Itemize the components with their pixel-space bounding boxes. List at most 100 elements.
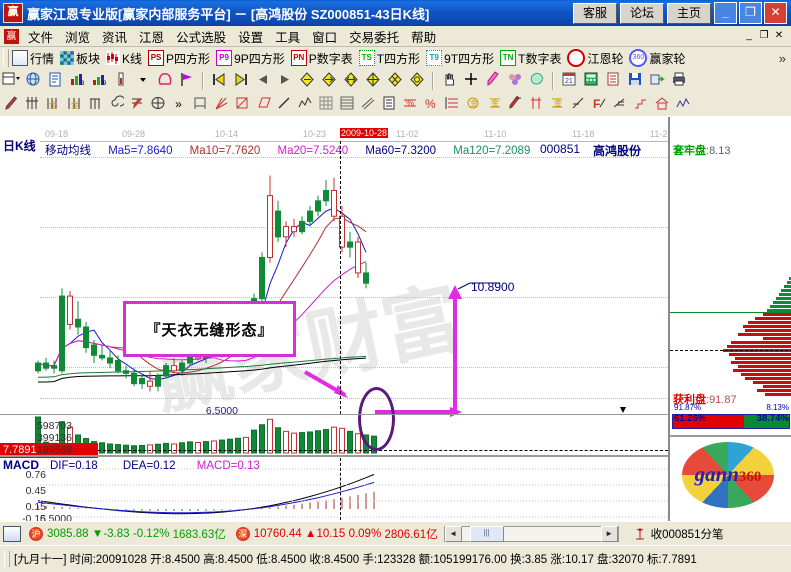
bar3-icon[interactable]: 3 — [67, 71, 87, 91]
notes-icon[interactable] — [603, 71, 623, 91]
level2-icon[interactable] — [610, 95, 629, 114]
marker-icon[interactable] — [505, 95, 524, 114]
maximize-icon[interactable]: ❐ — [739, 2, 762, 24]
square-icon[interactable] — [232, 95, 251, 114]
gold-circle-icon[interactable]: 金 — [463, 95, 482, 114]
menu-item-tools[interactable]: 工具 — [269, 26, 306, 47]
thermometer-icon[interactable] — [111, 71, 131, 91]
infobar-grip[interactable] — [4, 551, 10, 567]
dropdown-arrow-icon[interactable] — [133, 71, 153, 91]
fork-red-icon[interactable] — [526, 95, 545, 114]
minimize-icon[interactable]: _ — [714, 2, 737, 24]
menu-item-formula-stock-pick[interactable]: 公式选股 — [170, 26, 232, 47]
diamond5-icon[interactable] — [385, 71, 405, 91]
diamond1-icon[interactable] — [297, 71, 317, 91]
toolbar-winner-wheel[interactable]: 360 赢家轮 — [629, 49, 685, 67]
flag-icon[interactable] — [177, 71, 197, 91]
f-icon[interactable]: F — [589, 95, 608, 114]
diamond3-icon[interactable] — [341, 71, 361, 91]
toolbar-quote[interactable]: 行情 — [12, 50, 54, 67]
diamond6-icon[interactable] — [407, 71, 427, 91]
mdi-close-icon[interactable]: ✕ — [772, 29, 786, 43]
frame-icon[interactable] — [190, 95, 209, 114]
customer-service-button[interactable]: 客服 — [573, 3, 617, 24]
forum-button[interactable]: 论坛 — [620, 3, 664, 24]
fork3-icon[interactable] — [85, 95, 104, 114]
mdi-restore-icon[interactable]: ❐ — [757, 29, 771, 43]
prev-icon[interactable] — [253, 71, 273, 91]
hand-icon[interactable] — [439, 71, 459, 91]
ellipse-icon[interactable] — [148, 95, 167, 114]
zigzag-icon[interactable] — [295, 95, 314, 114]
clipboard-icon[interactable] — [45, 71, 65, 91]
calendar21-icon[interactable]: 21 — [559, 71, 579, 91]
angle-icon[interactable] — [568, 95, 587, 114]
menu-item-file[interactable]: 文件 — [22, 26, 59, 47]
close-icon[interactable]: ✕ — [764, 2, 787, 24]
save-icon[interactable] — [625, 71, 645, 91]
pencil-icon[interactable] — [1, 95, 20, 114]
menu-item-window[interactable]: 窗口 — [306, 26, 343, 47]
scroll-left-icon[interactable]: ◄ — [445, 526, 462, 542]
grid-lines-icon[interactable] — [22, 95, 41, 114]
channel-icon[interactable] — [358, 95, 377, 114]
list-icon[interactable] — [379, 95, 398, 114]
pink-shape-icon[interactable] — [155, 71, 175, 91]
bar9-icon[interactable]: 9 — [89, 71, 109, 91]
brush-icon[interactable] — [127, 95, 146, 114]
toolbar-gann-wheel[interactable]: 江恩轮 — [567, 49, 623, 67]
crosshair-icon[interactable] — [461, 71, 481, 91]
next-icon[interactable] — [275, 71, 295, 91]
wave-icon[interactable] — [673, 95, 692, 114]
parallelogram-icon[interactable] — [253, 95, 272, 114]
scroll-thumb[interactable]: ||| — [470, 526, 504, 542]
level-icon[interactable] — [442, 95, 461, 114]
mdi-minimize-icon[interactable]: _ — [742, 29, 756, 43]
globe-icon[interactable] — [23, 71, 43, 91]
menu-item-help[interactable]: 帮助 — [405, 26, 442, 47]
spiral-icon[interactable] — [106, 95, 125, 114]
toolbar-t-numtable[interactable]: TN T数字表 — [500, 50, 561, 67]
flower-icon[interactable] — [505, 71, 525, 91]
gold-level-icon[interactable]: 金 — [484, 95, 503, 114]
last-icon[interactable] — [231, 71, 251, 91]
gold-fork2-icon[interactable]: 金 — [64, 95, 83, 114]
status-scrollbar[interactable]: ◄ ||| ► — [444, 526, 619, 542]
print-icon[interactable] — [669, 71, 689, 91]
menu-item-gann[interactable]: 江恩 — [133, 26, 170, 47]
house-icon[interactable] — [652, 95, 671, 114]
chip-distribution-panel[interactable]: 套牢盘:8.13 获利盘:91.87 91.87% 8.13% 61.26% 3… — [668, 117, 791, 522]
brain-icon[interactable] — [527, 71, 547, 91]
toolbar-sector[interactable]: 板块 — [60, 50, 100, 67]
menu-item-news[interactable]: 资讯 — [96, 26, 133, 47]
table-icon[interactable] — [337, 95, 356, 114]
trendline-icon[interactable] — [274, 95, 293, 114]
menu-item-settings[interactable]: 设置 — [232, 26, 269, 47]
export-icon[interactable] — [647, 71, 667, 91]
first-icon[interactable] — [209, 71, 229, 91]
fan-icon[interactable] — [211, 95, 230, 114]
overflow-icon[interactable]: » — [169, 95, 188, 114]
scroll-right-icon[interactable]: ► — [601, 526, 618, 542]
toolbar-9t-square[interactable]: T9 9T四方形 — [426, 50, 494, 67]
percent-red-icon[interactable]: % — [400, 95, 419, 114]
kline-chart-area[interactable]: 日K线 MACD 09-18 09-28 10-14 10-23 2009-10… — [0, 117, 668, 522]
toolbar-overflow-icon[interactable]: » — [779, 51, 791, 66]
pen-icon[interactable] — [483, 71, 503, 91]
menu-item-trading[interactable]: 交易委托 — [343, 26, 405, 47]
steps-icon[interactable] — [631, 95, 650, 114]
toolbar-kline[interactable]: K线 — [106, 50, 142, 67]
calendar-dropdown-icon[interactable] — [1, 71, 21, 91]
quote-table-icon[interactable] — [3, 526, 21, 542]
gold-bar-icon[interactable]: 金 — [547, 95, 566, 114]
diamond2-icon[interactable] — [319, 71, 339, 91]
menu-item-browse[interactable]: 浏览 — [59, 26, 96, 47]
toolbar-9p-square[interactable]: P9 9P四方形 — [216, 50, 285, 67]
percent-icon[interactable]: % — [421, 95, 440, 114]
toolbar-p-square[interactable]: PS P四方形 — [148, 50, 210, 67]
toolbar-p-numtable[interactable]: PN P数字表 — [291, 50, 353, 67]
calculator-icon[interactable] — [581, 71, 601, 91]
gold-fork1-icon[interactable]: 金 — [43, 95, 62, 114]
diamond4-icon[interactable] — [363, 71, 383, 91]
homepage-button[interactable]: 主页 — [667, 3, 711, 24]
